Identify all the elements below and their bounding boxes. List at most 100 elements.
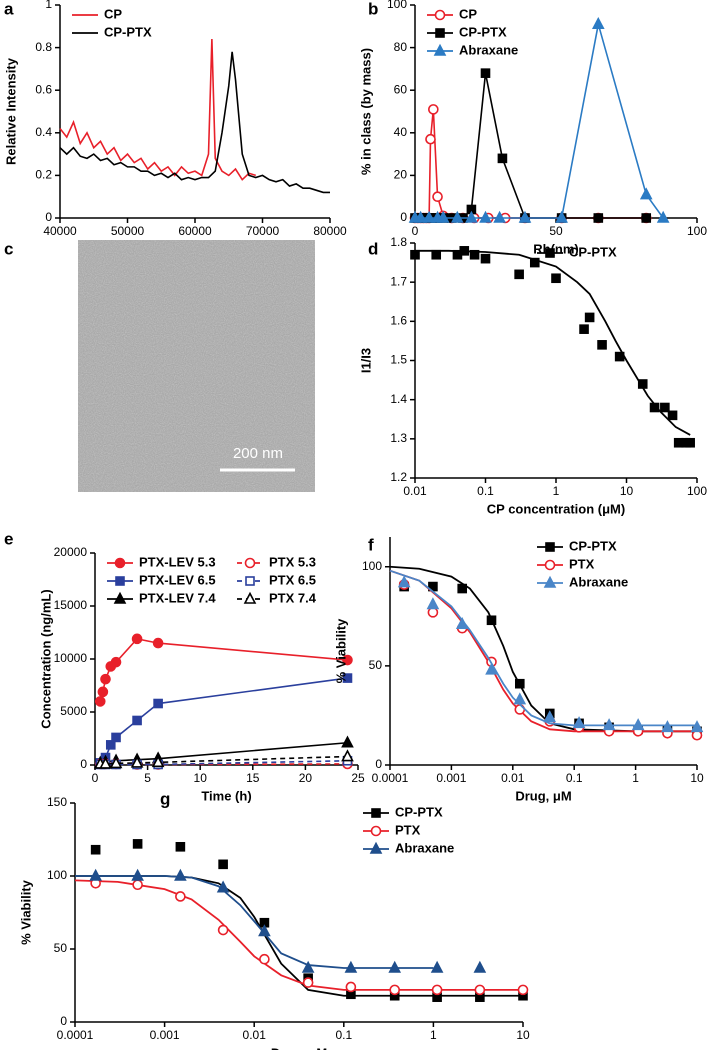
x-tick-label: 0.1 [566,771,583,785]
legend-label: PTX 5.3 [269,554,316,569]
data-point [105,740,116,750]
data-point [111,732,121,743]
data-point [130,755,144,768]
x-tick-label: 10 [690,771,704,785]
legend-marker [115,576,125,586]
data-point [109,756,123,769]
y-tick-label: 10000 [54,651,88,665]
x-tick-label: 80000 [313,224,347,238]
data-point [422,210,436,223]
legend-label: PTX [569,556,595,571]
y-tick-label: 20000 [54,545,88,559]
data-point [639,187,653,200]
legend-label: Abraxane [569,574,628,589]
data-point [132,879,143,891]
data-point [591,16,605,29]
series-line [415,73,647,219]
fit-curve [389,565,697,733]
data-point [175,841,186,852]
y-axis-label: % Viability [18,879,33,945]
data-point [555,210,568,223]
data-point [455,617,469,630]
y-tick-label: 0.6 [35,82,52,96]
x-tick-label: 0.0001 [372,771,409,785]
x-tick-label: 100 [687,484,707,498]
fit-curve [75,875,434,969]
x-tick-label: 0.01 [501,771,525,785]
x-tick-label: 10 [620,484,634,498]
y-tick-label: 15000 [54,598,88,612]
y-tick-label: 0 [80,757,87,771]
x-tick-label: 15 [246,771,260,785]
data-point [641,213,652,223]
legend-label: PTX-LEV 6.5 [139,572,216,587]
legend-label: CP [459,6,477,21]
data-point [517,984,529,996]
legend-marker [369,841,383,854]
data-point [543,710,557,723]
data-point [465,210,478,223]
data-point [258,924,271,937]
x-tick-label: 70000 [246,224,280,238]
legend-marker [433,43,447,56]
data-point [389,984,401,996]
data-point [175,891,186,902]
x-axis-label: CP concentration (μM) [487,501,625,516]
x-tick-label: 0.001 [436,771,466,785]
x-axis-label: Time (h) [201,788,251,803]
legend-label: PTX-LEV 7.4 [139,590,216,605]
y-axis-label: Relative Intensity [3,57,18,165]
y-tick-label: 0 [375,757,382,771]
x-tick-label: 0.001 [150,1028,180,1042]
data-point [259,953,270,965]
y-tick-label: 0.8 [35,40,52,54]
legend-marker [545,248,555,258]
legend-label: CP [104,6,122,21]
data-point [342,673,353,683]
data-point [474,984,486,996]
data-point [572,716,586,729]
x-tick-label: 0.0001 [57,1028,94,1042]
x-tick-label: 0 [412,224,419,238]
legend-marker [113,591,127,604]
data-point [341,749,354,762]
data-point [660,402,670,413]
y-tick-label: 50 [369,658,383,672]
y-tick-label: 1 [45,0,52,11]
x-tick-label: 0.01 [243,1028,267,1042]
fit-curve [389,569,697,727]
data-point [614,351,625,362]
legend-marker [371,808,381,818]
data-point [425,133,436,145]
legend-label: PTX 6.5 [269,572,316,587]
data-point [397,575,411,588]
legend-label: CP-PTX [459,24,507,39]
data-point [151,755,165,768]
panel-letter: e [4,529,13,548]
x-tick-label: 50000 [111,224,145,238]
x-axis-label: Drug, μM [515,788,571,803]
data-point [479,210,492,223]
data-point [410,249,420,260]
data-point [584,312,595,323]
data-point [459,246,470,256]
y-axis-label: I1/I3 [358,348,373,373]
data-point [514,678,525,689]
data-point [493,210,506,223]
legend-marker [114,557,126,569]
data-point [218,859,228,870]
data-point [551,273,561,284]
y-tick-label: 100 [47,868,67,882]
legend-marker [434,9,446,21]
micrograph [78,240,315,492]
data-point [637,379,648,389]
series-line [99,637,348,702]
panel-letter: b [368,0,378,18]
y-axis-label: % in class (by mass) [358,48,373,175]
data-point [414,210,427,223]
y-tick-label: 1.6 [390,314,407,328]
series-line [59,39,256,181]
data-point [656,210,670,223]
data-point [480,253,491,264]
y-tick-label: 5000 [60,704,87,718]
